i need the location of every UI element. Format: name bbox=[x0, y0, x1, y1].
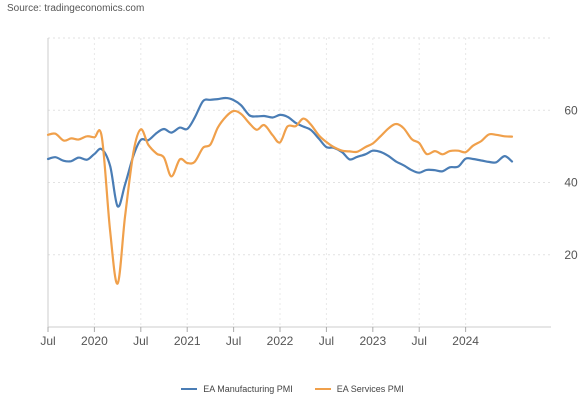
legend-swatch-manufacturing bbox=[181, 388, 198, 390]
x-tick-label: Jul bbox=[133, 334, 148, 348]
x-tick-label: Jul bbox=[412, 334, 427, 348]
x-tick-label: Jul bbox=[319, 334, 334, 348]
legend-swatch-services bbox=[314, 388, 331, 390]
y-tick-label: 20 bbox=[564, 248, 578, 262]
source-label: Source: tradingeconomics.com bbox=[7, 3, 145, 14]
x-tick-label: 2021 bbox=[174, 334, 201, 348]
legend-label-manufacturing: EA Manufacturing PMI bbox=[203, 384, 293, 394]
chart-legend: EA Manufacturing PMI EA Services PMI bbox=[0, 384, 585, 394]
y-tick-label: 60 bbox=[564, 103, 578, 117]
x-tick-label: 2023 bbox=[359, 334, 386, 348]
x-tick-label: 2024 bbox=[452, 334, 479, 348]
legend-label-services: EA Services PMI bbox=[336, 384, 404, 394]
x-tick-label: 2020 bbox=[81, 334, 108, 348]
x-tick-label: Jul bbox=[226, 334, 241, 348]
series-line-services bbox=[46, 109, 514, 285]
x-tick-label: Jul bbox=[40, 334, 55, 348]
x-tick-label: 2022 bbox=[267, 334, 294, 348]
legend-item-manufacturing[interactable]: EA Manufacturing PMI bbox=[181, 384, 293, 394]
series-line-manufacturing bbox=[46, 96, 514, 208]
legend-item-services[interactable]: EA Services PMI bbox=[314, 384, 404, 394]
y-tick-label: 40 bbox=[564, 176, 578, 190]
